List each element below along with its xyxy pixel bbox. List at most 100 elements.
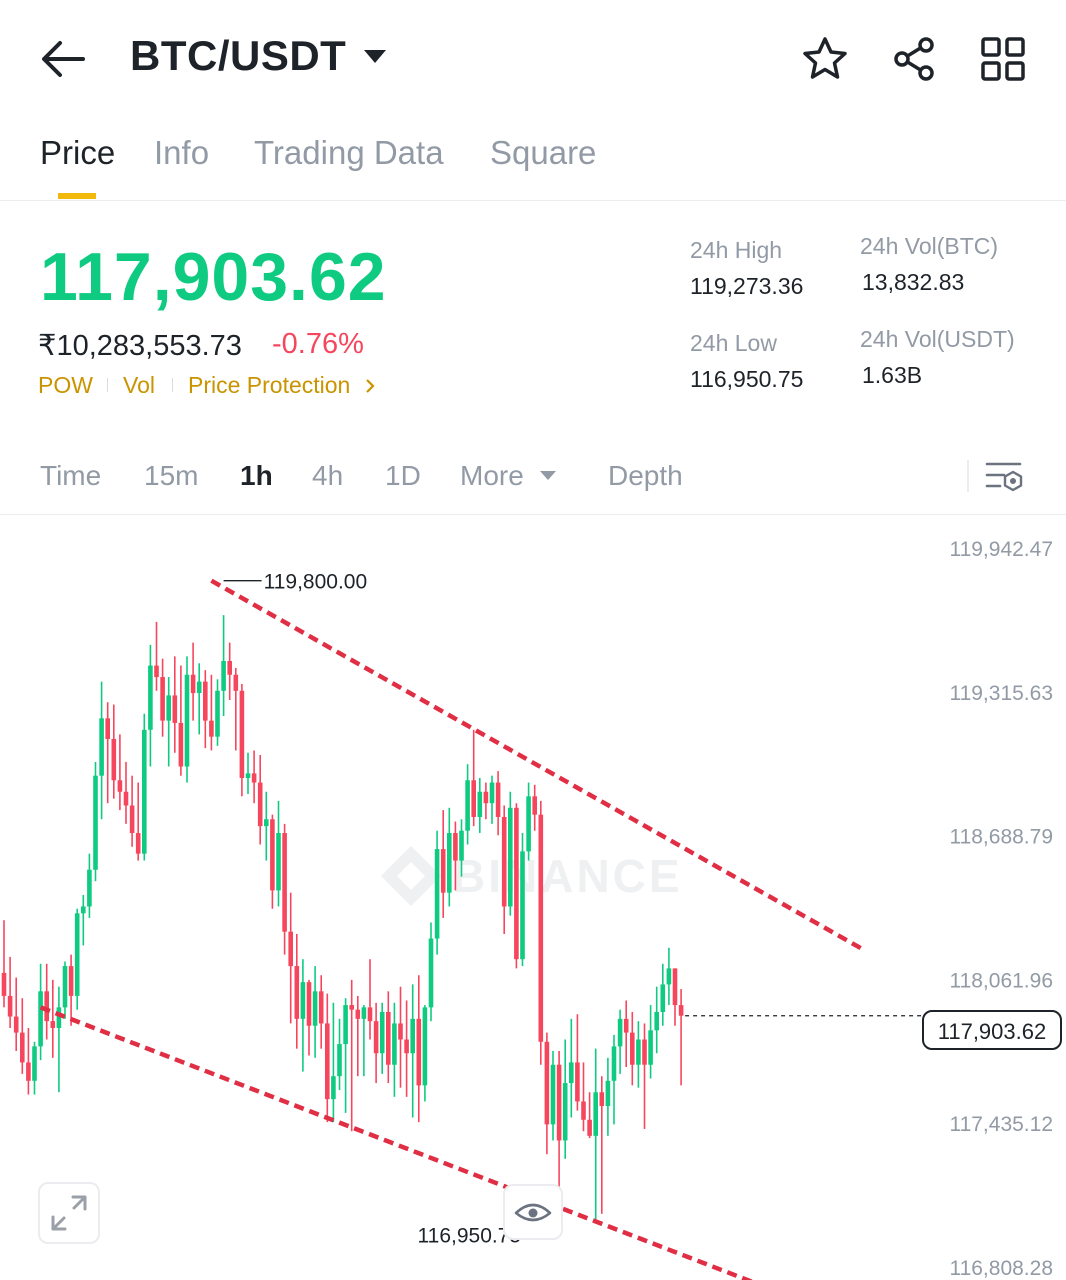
high-value: 119,273.36 — [690, 273, 804, 299]
back-button[interactable] — [40, 38, 86, 80]
tab-trading-data[interactable]: Trading Data — [254, 134, 444, 171]
candle-body — [105, 718, 110, 739]
candle-body — [416, 1018, 422, 1086]
tag-pow[interactable]: POW — [38, 372, 93, 398]
tab-price[interactable]: Price — [40, 134, 116, 171]
price-change-percent: -0.76% — [272, 328, 364, 360]
candle-body — [129, 805, 135, 834]
chart-settings-button[interactable] — [984, 458, 1026, 496]
candle-body — [422, 1007, 428, 1086]
candle-body — [44, 991, 49, 1022]
tag-price-protection[interactable]: Price Protection — [188, 372, 377, 399]
candle-body — [440, 849, 446, 893]
candle-body — [636, 1039, 641, 1065]
candle-body — [209, 720, 214, 737]
candle-body — [617, 1018, 623, 1047]
candle-body — [642, 1039, 647, 1065]
chart-settings-icon — [985, 462, 1023, 492]
low-label: 24h Low — [690, 330, 777, 356]
last-price: 117,903.62 — [40, 239, 387, 315]
y-axis-tick-label: 119,942.47 — [949, 538, 1053, 561]
candle-body — [562, 1083, 568, 1141]
candle-body — [434, 849, 440, 939]
candle-body — [123, 791, 129, 806]
candlestick-chart[interactable]: BINANCE 119,942.47 119,315.63 118,688.79 118… — [0, 516, 1066, 1280]
candle-body — [623, 1018, 629, 1033]
candle-body — [227, 660, 232, 675]
candle-body — [117, 780, 123, 792]
price-protection-label: Price Protection — [188, 372, 351, 398]
fullscreen-button[interactable] — [38, 1182, 100, 1244]
candle-body — [318, 991, 324, 1024]
tab-square[interactable]: Square — [490, 134, 597, 171]
candle-body — [68, 966, 74, 996]
candle-body — [135, 833, 141, 854]
candle-body — [81, 906, 86, 914]
interval-more[interactable]: More — [460, 460, 524, 491]
candle-body — [477, 791, 483, 817]
more-caret-icon — [540, 471, 556, 480]
candle-body — [99, 718, 104, 776]
interval-1d[interactable]: 1D — [385, 460, 421, 491]
candle-body — [56, 1007, 62, 1029]
interval-1h[interactable]: 1h — [240, 460, 273, 491]
candle-body — [379, 1011, 385, 1054]
candle-body — [166, 695, 171, 721]
candle-body — [581, 1101, 586, 1120]
high-marker-label: 119,800.00 — [264, 571, 368, 594]
active-tab-indicator — [58, 193, 96, 199]
candle-body — [300, 982, 306, 1019]
candle-body — [93, 775, 98, 870]
candle-body — [190, 674, 196, 694]
candle-body — [556, 1064, 562, 1141]
chart-top-divider — [0, 514, 1066, 515]
trendline — [210, 578, 866, 952]
candle-body — [550, 1064, 556, 1125]
candle-body — [404, 1039, 409, 1054]
candle-body — [20, 1032, 25, 1063]
interval-15m[interactable]: 15m — [144, 460, 199, 491]
candle-body — [196, 681, 202, 694]
candle-body — [392, 1023, 397, 1065]
y-axis-tick-label: 118,688.79 — [949, 826, 1053, 849]
candle-body — [239, 690, 245, 778]
candle-body — [178, 722, 184, 767]
pair-title[interactable]: BTC/USDT — [130, 32, 347, 79]
favorite-button[interactable] — [800, 34, 850, 84]
grid-menu-button[interactable] — [978, 34, 1028, 84]
candle-body — [172, 695, 178, 723]
chevron-down-icon[interactable] — [364, 50, 386, 63]
candle-body — [74, 913, 80, 996]
interval-depth[interactable]: Depth — [608, 460, 683, 491]
tab-info[interactable]: Info — [154, 134, 210, 171]
candle-body — [514, 807, 519, 960]
candle-body — [154, 665, 159, 678]
arrow-left-icon — [42, 41, 85, 77]
candle-body — [508, 807, 513, 907]
candle-body — [257, 782, 263, 827]
candle-body — [312, 991, 318, 1026]
candle-body — [203, 681, 208, 721]
candle-body — [453, 833, 458, 861]
candle-body — [343, 1005, 348, 1045]
candle-body — [87, 869, 92, 907]
tag-divider — [172, 378, 173, 392]
candle-body — [605, 1080, 611, 1107]
chevron-right-icon — [365, 379, 375, 393]
candle-body — [373, 1021, 379, 1054]
candle-body — [245, 773, 251, 778]
candle-body — [337, 1044, 342, 1077]
share-button[interactable] — [890, 34, 940, 84]
candle-body — [32, 1046, 37, 1081]
candle-body — [264, 819, 269, 827]
candle-body — [459, 830, 464, 861]
visibility-toggle-button[interactable] — [503, 1184, 563, 1240]
interval-4h[interactable]: 4h — [312, 460, 344, 491]
tag-vol[interactable]: Vol — [123, 372, 155, 398]
candle-body — [7, 995, 13, 1017]
candle-body — [611, 1046, 617, 1081]
candle-body — [270, 819, 275, 891]
candle-body — [483, 791, 489, 804]
interval-time[interactable]: Time — [40, 460, 102, 491]
candle-body — [294, 966, 300, 1019]
